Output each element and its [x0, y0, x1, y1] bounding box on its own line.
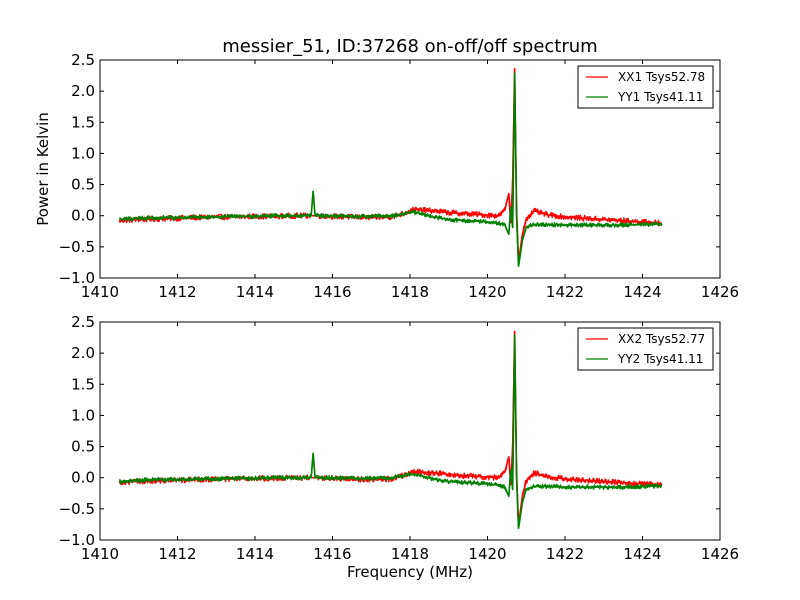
x-tick-label: 1416: [313, 545, 351, 563]
x-tick-label: 1414: [236, 545, 274, 563]
y-tick-label: −1.0: [59, 269, 95, 287]
y-tick-label: 1.0: [71, 406, 95, 424]
x-axis-label: Frequency (MHz): [347, 563, 473, 581]
legend-box: [577, 327, 714, 371]
series-trace-yy: [119, 72, 662, 267]
legend-entry-label: XX1 Tsys52.78: [618, 70, 705, 84]
x-tick-label: 1410: [81, 545, 119, 563]
y-tick-label: −0.5: [59, 500, 95, 518]
legend-entry-label: XX2 Tsys52.77: [618, 332, 705, 346]
y-tick-label: 1.5: [71, 375, 95, 393]
x-tick-label: 1420: [468, 545, 506, 563]
bottom-spectrum-panel: 1410 1412 1414 1416 1418 1420 1422 1424 1426 2.5 2…: [59, 313, 740, 581]
y-tick-label: 1.0: [71, 144, 95, 162]
x-tick-label: 1422: [546, 545, 584, 563]
legend: XX2 Tsys52.77 YY2 Tsys41.11: [577, 327, 714, 371]
legend-box: [577, 65, 714, 109]
x-tick-label: 1418: [391, 283, 429, 301]
chart-title: messier_51, ID:37268 on-off/off spectrum: [222, 36, 597, 57]
y-tick-label: −0.5: [59, 238, 95, 256]
legend: XX1 Tsys52.78 YY1 Tsys41.11: [577, 65, 714, 109]
y-tick-label: 0.0: [71, 207, 95, 225]
top-spectrum-panel: 1410 1412 1414 1416 1418 1420 1422 1424 1426 2.5 2…: [34, 36, 739, 301]
x-tick-label: 1424: [623, 545, 661, 563]
series-group: [118, 330, 663, 529]
x-tick-label: 1424: [623, 283, 661, 301]
x-tick-label: 1426: [701, 545, 739, 563]
y-axis-label: Power in Kelvin: [34, 112, 52, 226]
legend-entry-label: YY2 Tsys41.11: [617, 352, 703, 366]
y-tick-label: −1.0: [59, 531, 95, 549]
y-tick-label: 1.5: [71, 113, 95, 131]
y-tick-label: 2.5: [71, 313, 95, 331]
x-tick-label: 1416: [313, 283, 351, 301]
x-tick-label: 1418: [391, 545, 429, 563]
x-tick-label: 1412: [158, 283, 196, 301]
x-tick-label: 1420: [468, 283, 506, 301]
y-tick-label: 2.0: [71, 344, 95, 362]
y-tick-label: 0.0: [71, 469, 95, 487]
series-trace-yy: [119, 334, 662, 529]
x-tick-label: 1426: [701, 283, 739, 301]
y-tick-label: 0.5: [71, 176, 95, 194]
series-group: [118, 68, 663, 267]
y-tick-label: 2.5: [71, 51, 95, 69]
x-tick-label: 1422: [546, 283, 584, 301]
x-tick-label: 1412: [158, 545, 196, 563]
legend-entry-label: YY1 Tsys41.11: [617, 90, 703, 104]
y-tick-label: 2.0: [71, 82, 95, 100]
x-tick-label: 1414: [236, 283, 274, 301]
x-tick-label: 1410: [81, 283, 119, 301]
y-tick-label: 0.5: [71, 438, 95, 456]
